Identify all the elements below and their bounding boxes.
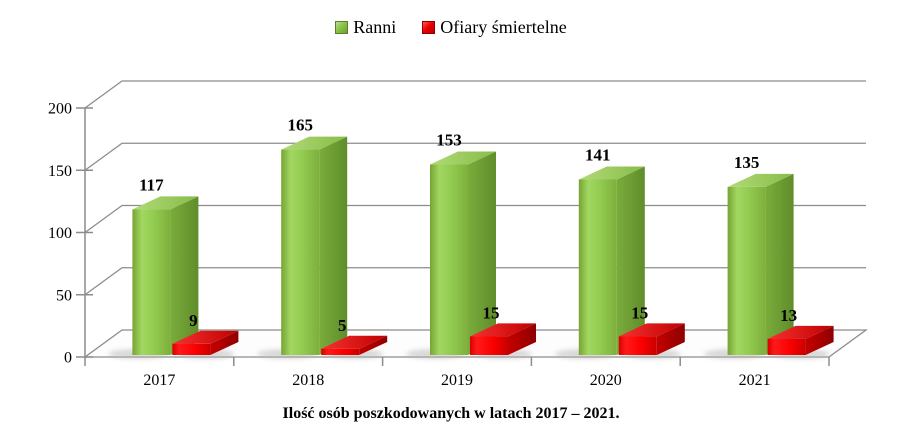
bar-ranni-2017-side-face — [170, 196, 199, 355]
x-category-label-2021: 2021 — [739, 372, 771, 389]
bar-ofiary-2019-top-face — [470, 323, 536, 337]
x-category-label-2019: 2019 — [441, 372, 473, 389]
bar-ranni-2018-top-face — [281, 136, 348, 150]
y-tick-label-200: 200 — [48, 101, 72, 118]
x-category-label-2017: 2017 — [143, 372, 175, 389]
bar-ofiary-2021-front-face — [767, 338, 806, 355]
bar-ranni-2018-side-face — [319, 136, 348, 355]
bar-ranni-2021-top-face — [727, 173, 794, 187]
value-label-ofiary-2017: 9 — [189, 311, 198, 330]
bar-ranni-2018-front-face — [281, 149, 320, 355]
value-label-ranni-2020: 141 — [585, 145, 611, 164]
bar-ofiary-2017-front-face — [172, 343, 211, 355]
bar-ofiary-2020-side-face — [656, 323, 685, 355]
bar-ranni-2021-side-face — [765, 173, 794, 355]
x-category-label-2020: 2020 — [590, 372, 622, 389]
y-tick-label-0: 0 — [64, 350, 72, 367]
gridline-150 — [84, 142, 866, 171]
bar-group-2021: 135 13 2021 — [703, 153, 834, 389]
y-tick-label-150: 150 — [48, 163, 72, 180]
chart-legend: Ranni Ofiary śmiertelne — [0, 18, 902, 36]
bar-group-2020: 141 15 2020 — [554, 145, 685, 389]
legend-item-ofiary: Ofiary śmiertelne — [422, 17, 567, 37]
bar-group-2018: 165 5 2018 — [257, 116, 388, 389]
bar-ranni-2019-front-face — [430, 164, 468, 355]
legend-label-ranni: Ranni — [353, 17, 397, 37]
y-tick-label-50: 50 — [56, 287, 72, 304]
value-label-ranni-2019: 153 — [436, 131, 462, 150]
bar-ofiary-2017-top-face — [172, 330, 239, 344]
chart-caption: Ilość osób poszkodowanych w latach 2017 … — [282, 405, 620, 422]
x-category-label-2018: 2018 — [292, 372, 324, 389]
bar-ofiary-2019-front-face — [470, 336, 508, 355]
value-label-ofiary-2018: 5 — [338, 316, 347, 335]
value-label-ranni-2021: 135 — [734, 153, 760, 172]
bar-group-2017: 117 9 2017 — [108, 175, 239, 389]
bar-ranni-2020-front-face — [578, 179, 617, 355]
bar-ofiary-2021-top-face — [767, 325, 834, 339]
value-label-ofiary-2020: 15 — [631, 303, 648, 322]
bar-ranni-2017-top-face — [132, 196, 199, 210]
legend-label-ofiary: Ofiary śmiertelne — [440, 17, 567, 37]
bar-ofiary-2020-front-face — [618, 336, 657, 355]
bar-ofiary-2020-top-face — [618, 323, 685, 337]
bar-ofiary-2017-side-face — [210, 330, 239, 355]
gridline-200 — [84, 80, 866, 109]
bar-ofiary-2018-top-face — [321, 335, 388, 349]
bar-ranni-2020-side-face — [616, 166, 645, 355]
value-label-ranni-2018: 165 — [287, 116, 313, 135]
y-tick-label-100: 100 — [48, 225, 72, 242]
bar-ofiary-2021-side-face — [805, 325, 834, 355]
bar-ranni-2019-top-face — [430, 151, 496, 165]
bar-ofiary-2019-side-face — [508, 323, 536, 355]
bar-group-2019: 153 15 2019 — [406, 131, 536, 389]
bar-ranni-2020-top-face — [578, 166, 645, 180]
bar-ofiary-2018-front-face — [321, 348, 360, 355]
legend-swatch-ranni-icon — [335, 20, 349, 34]
bar-ofiary-2018-side-face — [359, 335, 388, 355]
bar-ranni-2019-side-face — [468, 151, 496, 355]
value-label-ranni-2017: 117 — [139, 175, 164, 194]
value-label-ofiary-2021: 13 — [780, 306, 797, 325]
bar-ranni-2017-front-face — [132, 209, 171, 355]
legend-swatch-ofiary-icon — [422, 20, 436, 34]
value-label-ofiary-2019: 15 — [483, 303, 500, 322]
bar-ranni-2021-front-face — [727, 186, 766, 355]
legend-item-ranni: Ranni — [335, 18, 396, 36]
